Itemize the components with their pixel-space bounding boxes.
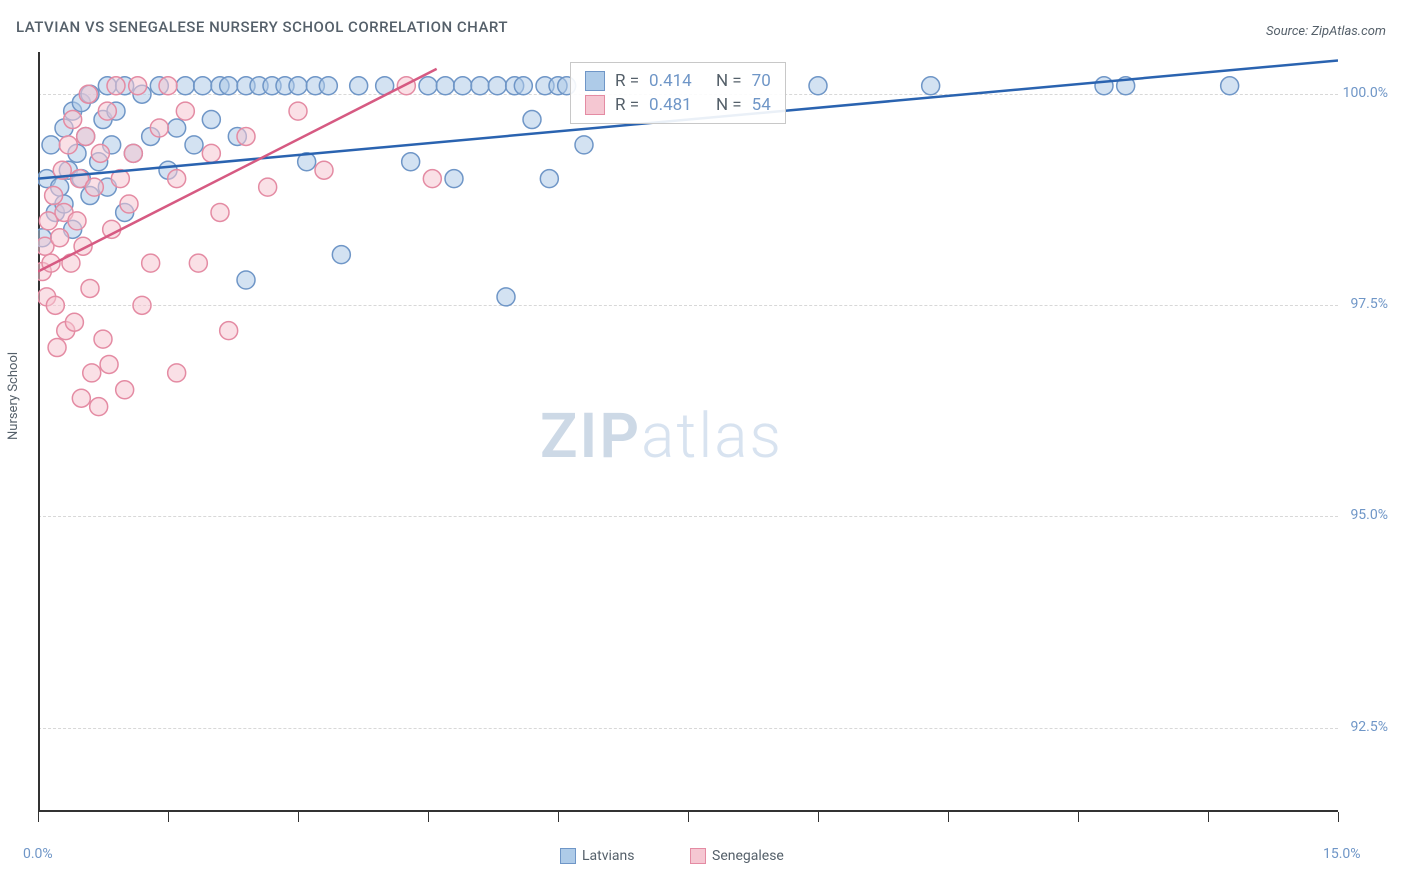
y-tick-label: 100.0% — [1343, 85, 1388, 101]
swatch-icon — [585, 71, 605, 91]
stats-row-senegalese: R = 0.481 N = 54 — [585, 93, 771, 117]
chart-container: LATVIAN VS SENEGALESE NURSERY SCHOOL COR… — [0, 0, 1406, 892]
y-tick-label: 92.5% — [1350, 719, 1388, 735]
swatch-icon — [560, 848, 576, 864]
swatch-icon — [690, 848, 706, 864]
legend-label: Latvians — [582, 848, 635, 864]
y-tick-label: 97.5% — [1350, 296, 1388, 312]
y-tick-label: 95.0% — [1350, 507, 1388, 523]
scatter-plot — [38, 52, 1338, 812]
swatch-icon — [585, 95, 605, 115]
stats-row-latvians: R = 0.414 N = 70 — [585, 69, 771, 93]
y-axis-label: Nursery School — [6, 352, 21, 440]
legend-label: Senegalese — [712, 848, 784, 864]
chart-title: LATVIAN VS SENEGALESE NURSERY SCHOOL COR… — [16, 18, 508, 36]
legend-senegalese: Senegalese — [690, 848, 784, 864]
legend-latvians: Latvians — [560, 848, 635, 864]
x-tick-label: 15.0% — [1323, 846, 1361, 862]
source-attribution: Source: ZipAtlas.com — [1266, 24, 1386, 39]
stats-legend-box: R = 0.414 N = 70 R = 0.481 N = 54 — [570, 62, 786, 124]
x-tick-label: 0.0% — [23, 846, 53, 862]
